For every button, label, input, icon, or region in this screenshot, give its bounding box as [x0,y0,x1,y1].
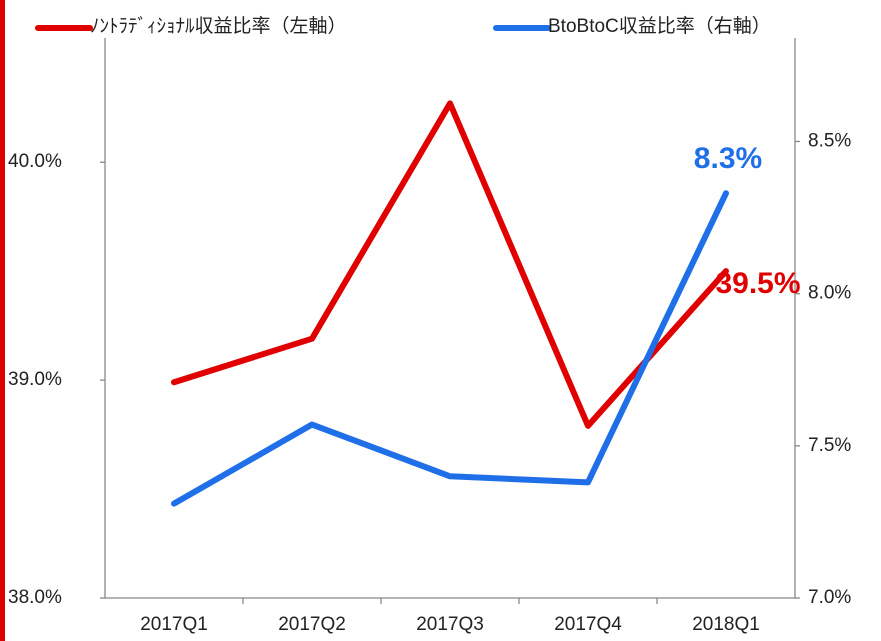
y2-tick-label: 8.0% [808,283,851,304]
x-tick-label: 2018Q1 [692,614,760,635]
series-line [171,190,729,507]
y-tick-label: 38.0% [8,587,62,608]
y2-tick-label: 8.5% [808,130,851,151]
x-tick-label: 2017Q1 [140,614,208,635]
x-tick-label: 2017Q4 [554,614,622,635]
y2-tick-label: 7.0% [808,587,851,608]
x-tick-label: 2017Q2 [278,614,346,635]
value-label: 8.3% [694,142,762,175]
x-tick-label: 2017Q3 [416,614,484,635]
series-line [171,100,729,429]
y-tick-label: 40.0% [8,151,62,172]
y2-tick-label: 7.5% [808,435,851,456]
y-tick-label: 39.0% [8,369,62,390]
legend-label: BtoBtoC収益比率（右軸） [548,15,771,37]
value-label: 39.5% [715,267,800,300]
edge-bar [0,0,5,641]
legend-label: ﾉﾝﾄﾗﾃﾞｨｼｮﾅﾙ収益比率（左軸） [90,15,347,37]
